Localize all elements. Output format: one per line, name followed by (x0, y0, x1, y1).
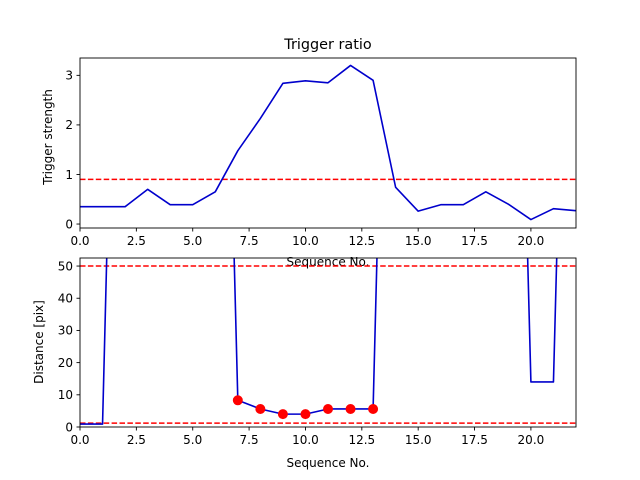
data-point-5 (345, 403, 356, 414)
axes-frame (79, 257, 577, 428)
x-tick-label: 20.0 (518, 433, 545, 447)
y-tick-label: 3 (65, 69, 73, 83)
y-tick-label: 0 (65, 420, 73, 434)
x-tick-label: 7.5 (240, 234, 259, 248)
x-tick-label: 5.0 (183, 433, 202, 447)
plot-clip-group (80, 258, 576, 425)
x-tick-label: 15.0 (405, 433, 432, 447)
x-tick-label: 20.0 (518, 234, 545, 248)
y-axis-label: Distance [pix] (32, 300, 46, 384)
x-tick-label: 17.5 (461, 234, 488, 248)
series-line-0 (80, 258, 558, 425)
y-tick-label: 1 (65, 168, 73, 182)
x-tick-label: 5.0 (183, 234, 202, 248)
y-tick-label: 50 (58, 259, 73, 273)
data-point-1 (255, 403, 266, 414)
distance-chart: 0.0 2.5 5.0 7.5 10.0 12.5 15.0 17.5 20.0 0 10 20 30 4… (32, 257, 577, 470)
y-tick-label: 40 (58, 292, 73, 306)
x-tick-label: 12.5 (348, 234, 375, 248)
x-axis-label: Sequence No. (287, 255, 370, 269)
x-tick-label: 2.5 (127, 433, 146, 447)
x-tick-label: 0.0 (70, 234, 89, 248)
y-tick-label: 30 (58, 324, 73, 338)
axes-frame (79, 57, 577, 229)
x-tick-label: 10.0 (292, 234, 319, 248)
data-point-6 (368, 403, 379, 414)
data-point-0 (232, 395, 243, 406)
x-tick-label: 10.0 (292, 433, 319, 447)
y-tick-label: 20 (58, 356, 73, 370)
x-tick-label: 7.5 (240, 433, 259, 447)
series-line-0 (80, 64, 576, 221)
trigger-ratio-plot-area: 0.0 2.5 5.0 7.5 10.0 12.5 15.0 17.5 20.0 0 1 2 3 (65, 57, 577, 248)
data-point-4 (323, 403, 333, 414)
x-tick-label: 2.5 (127, 234, 146, 248)
distance-plot-area: 0.0 2.5 5.0 7.5 10.0 12.5 15.0 17.5 20.0 0 10 20 30 4… (58, 257, 577, 447)
x-axis-label: Sequence No. (287, 456, 370, 470)
y-axis-label: Trigger strength (41, 89, 55, 186)
data-point-3 (300, 409, 311, 420)
chart-title: Trigger ratio (283, 37, 372, 53)
y-tick-label: 0 (65, 217, 73, 231)
x-tick-label: 0.0 (70, 433, 89, 447)
x-tick-label: 12.5 (348, 433, 375, 447)
x-tick-label: 17.5 (461, 433, 488, 447)
y-tick-label: 2 (65, 118, 73, 132)
y-tick-label: 10 (58, 388, 73, 402)
x-tick-label: 15.0 (405, 234, 432, 248)
plot-clip-group (80, 64, 576, 221)
data-point-2 (277, 409, 288, 420)
